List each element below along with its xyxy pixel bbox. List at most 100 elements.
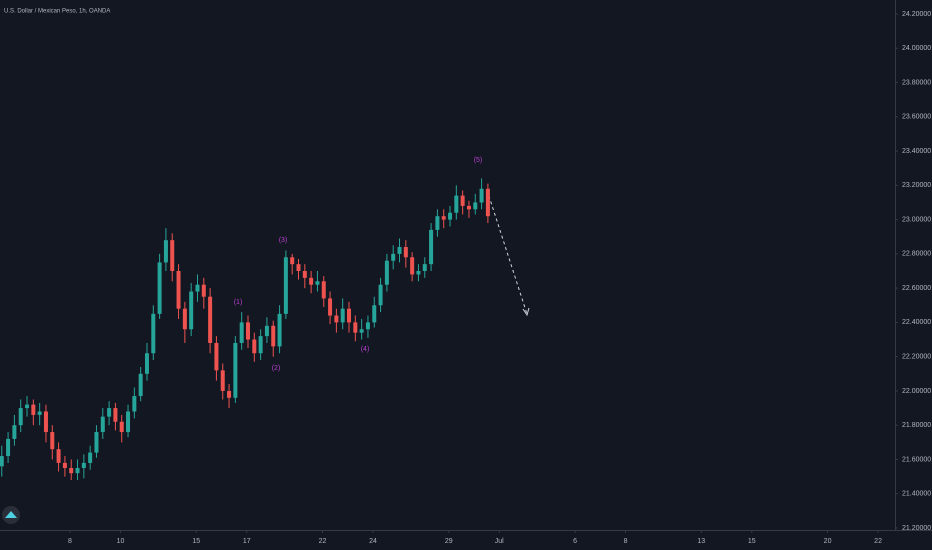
y-tick-label: 21.80000	[902, 422, 931, 429]
candle-body	[12, 425, 17, 439]
y-tick-label: 22.60000	[902, 285, 931, 292]
wave-label: (4)	[361, 346, 370, 353]
chart-title: U.S. Dollar / Mexican Peso, 1h, OANDA	[4, 9, 110, 15]
candle-body	[31, 404, 36, 415]
candle-body	[378, 284, 383, 306]
y-tick-label: 22.00000	[902, 388, 931, 395]
candle-body	[75, 468, 80, 474]
candle-body	[296, 264, 301, 271]
arrow-line	[486, 189, 528, 315]
candle-body	[365, 322, 370, 330]
candle-body	[359, 329, 364, 333]
candle-body	[384, 260, 389, 285]
candle-body	[227, 390, 232, 398]
candle-body	[315, 281, 320, 285]
candle-body	[208, 296, 213, 343]
candle-body	[144, 353, 149, 374]
candle-body	[454, 195, 459, 213]
candle-body	[195, 284, 200, 292]
candle-body	[182, 308, 187, 330]
candle-body	[473, 202, 478, 210]
x-tick-label: 29	[445, 538, 453, 545]
candle-body	[479, 188, 484, 203]
y-tick-label: 23.20000	[902, 182, 931, 189]
candle-body	[100, 416, 105, 433]
candles	[0, 178, 490, 481]
y-tick-label: 22.40000	[902, 319, 931, 326]
logo[interactable]	[2, 506, 20, 524]
candle-body	[252, 339, 257, 354]
candle-body	[201, 284, 206, 297]
candle-body	[277, 313, 282, 347]
candle-body	[245, 322, 250, 340]
wave-label: (2)	[272, 365, 281, 372]
candle-body	[485, 188, 490, 217]
candle-body	[220, 370, 225, 391]
candle-body	[258, 336, 263, 354]
candle-body	[416, 271, 421, 275]
candle-body	[176, 271, 181, 309]
candle-body	[157, 262, 162, 314]
y-tick-label: 22.20000	[902, 354, 931, 361]
candle-body	[239, 322, 244, 343]
x-tick-label: 8	[624, 538, 628, 545]
candle-body	[62, 462, 67, 469]
candle-body	[466, 205, 471, 210]
candle-body	[422, 264, 427, 271]
wave-label: (3)	[279, 237, 288, 244]
candle-body	[69, 468, 74, 474]
y-tick-label: 21.20000	[902, 525, 931, 532]
candle-body	[334, 315, 339, 323]
logo-icon[interactable]	[5, 511, 17, 518]
candle-body	[410, 257, 415, 275]
candle-body	[126, 411, 131, 433]
candle-body	[94, 432, 99, 453]
candle-body	[18, 408, 23, 426]
candle-body	[347, 308, 352, 323]
candle-body	[151, 313, 156, 354]
candle-body	[264, 325, 269, 337]
x-tick-label: Jul	[495, 538, 504, 545]
candle-body	[56, 449, 61, 463]
projection-arrow	[486, 189, 530, 317]
candle-body	[6, 438, 11, 457]
candle-body	[37, 411, 42, 415]
x-tick-label: 20	[824, 538, 832, 545]
y-tick-label: 24.20000	[902, 11, 931, 18]
candle-body	[271, 325, 276, 347]
wave-label: (5)	[474, 157, 483, 164]
x-tick-label: 22	[319, 538, 327, 545]
candle-body	[189, 291, 194, 330]
candle-body	[138, 373, 143, 397]
candle-body	[119, 421, 124, 433]
x-tick-label: 8	[68, 538, 72, 545]
candle-body	[372, 305, 377, 323]
x-tick-label: 17	[243, 538, 251, 545]
candle-body	[132, 396, 137, 412]
candle-body	[391, 253, 396, 261]
candle-body	[233, 342, 238, 398]
candle-body	[309, 277, 314, 285]
candle-body	[435, 216, 440, 230]
candle-body	[397, 247, 402, 254]
y-tick-label: 21.60000	[902, 456, 931, 463]
x-tick-label: 13	[697, 538, 705, 545]
y-tick-label: 23.80000	[902, 79, 931, 86]
candle-body	[170, 240, 175, 271]
x-tick-label: 15	[192, 538, 200, 545]
candle-body	[43, 411, 48, 433]
y-tick-label: 23.60000	[902, 114, 931, 121]
candle-body	[460, 195, 465, 206]
y-tick-label: 21.40000	[902, 491, 931, 498]
x-tick-label: 24	[369, 538, 377, 545]
y-tick-label: 23.00000	[902, 216, 931, 223]
candle-body	[328, 298, 333, 316]
x-tick-label: 15	[748, 538, 756, 545]
arrow-head	[522, 307, 530, 317]
candle-body	[107, 408, 112, 417]
x-tick-label: 22	[874, 538, 882, 545]
y-tick-label: 22.80000	[902, 251, 931, 258]
